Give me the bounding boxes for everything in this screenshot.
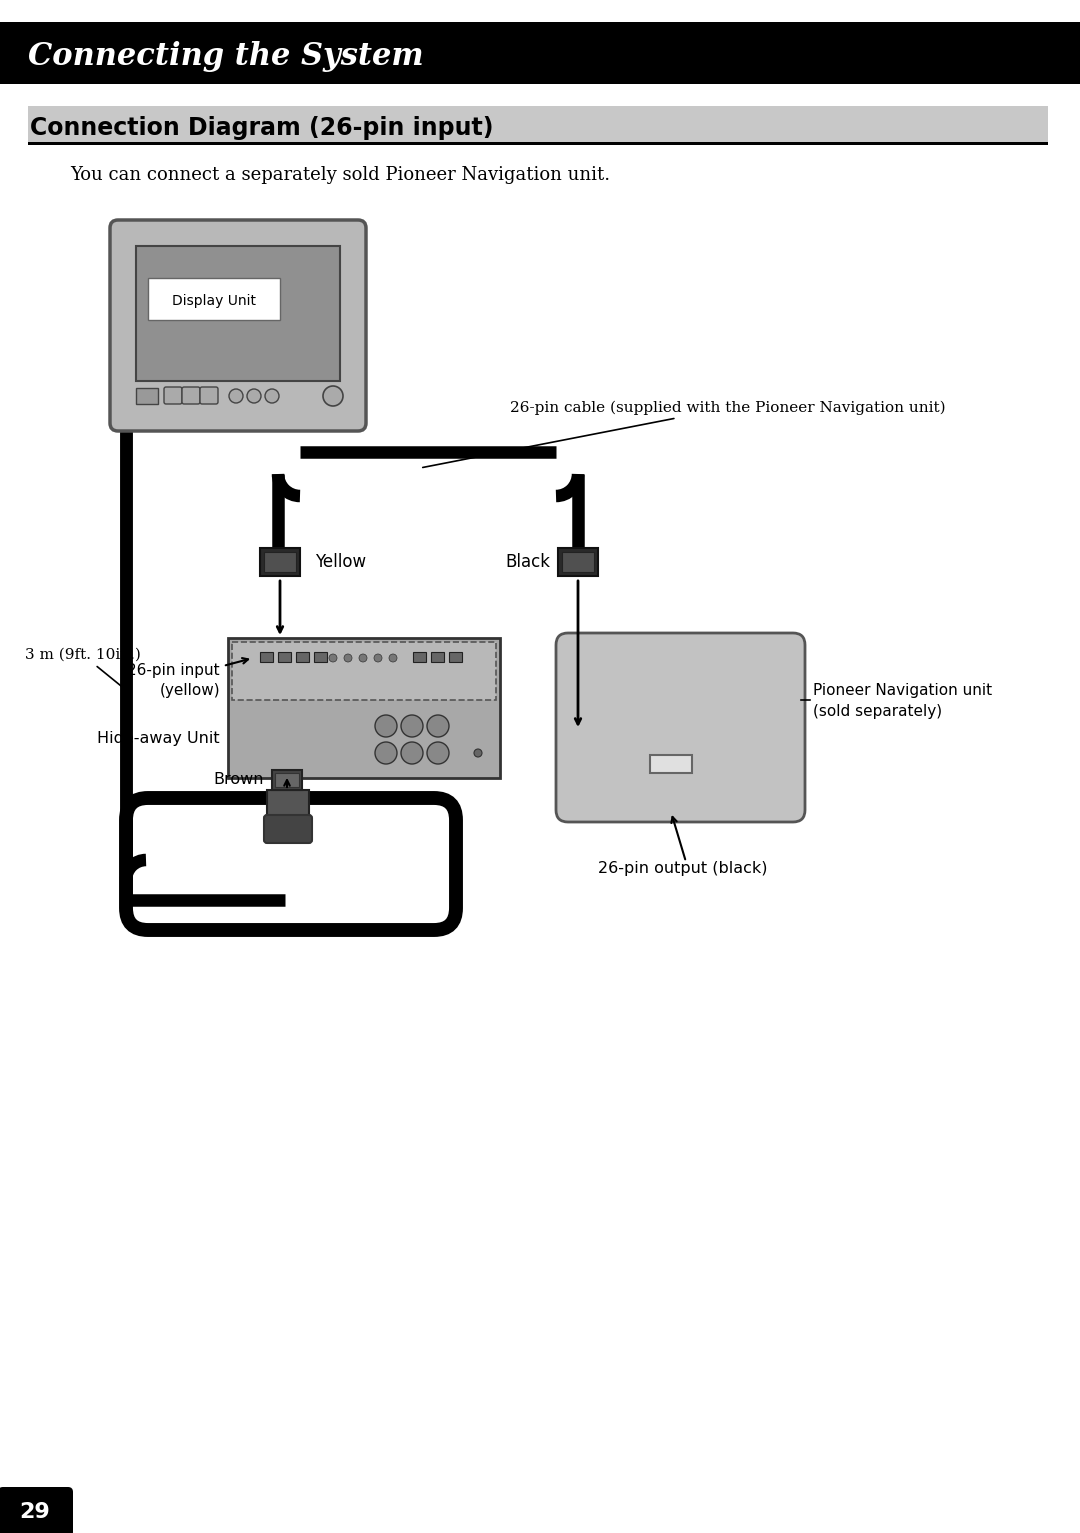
Circle shape — [401, 742, 423, 763]
Circle shape — [359, 655, 367, 662]
Circle shape — [427, 742, 449, 763]
Text: 29: 29 — [19, 1502, 51, 1522]
Text: 26-pin output (black): 26-pin output (black) — [598, 860, 768, 875]
Bar — [136, 245, 340, 382]
Text: 26-pin cable (supplied with the Pioneer Navigation unit): 26-pin cable (supplied with the Pioneer … — [422, 400, 946, 468]
Bar — [28, 143, 1048, 146]
FancyBboxPatch shape — [264, 816, 312, 843]
FancyBboxPatch shape — [200, 386, 218, 405]
Text: Yellow: Yellow — [315, 553, 366, 570]
Bar — [275, 773, 299, 786]
Bar — [272, 770, 302, 789]
Circle shape — [389, 655, 397, 662]
Text: Connecting the System: Connecting the System — [28, 41, 423, 72]
Text: Pioneer Navigation unit
(sold separately): Pioneer Navigation unit (sold separately… — [813, 684, 993, 719]
Text: Hide-away Unit: Hide-away Unit — [97, 731, 220, 745]
Circle shape — [229, 389, 243, 403]
Bar — [449, 652, 462, 662]
Circle shape — [401, 714, 423, 737]
Bar — [267, 789, 309, 822]
Text: 26-pin input
(yellow): 26-pin input (yellow) — [127, 662, 220, 698]
Circle shape — [427, 714, 449, 737]
Bar — [562, 552, 594, 572]
Bar — [296, 652, 309, 662]
Text: You can connect a separately sold Pioneer Navigation unit.: You can connect a separately sold Pionee… — [70, 166, 610, 184]
FancyBboxPatch shape — [126, 799, 456, 931]
Bar — [0, 21, 1080, 84]
Circle shape — [375, 714, 397, 737]
Circle shape — [323, 386, 343, 406]
Bar — [558, 547, 598, 576]
Bar — [413, 652, 426, 662]
Text: Brown: Brown — [214, 773, 264, 788]
Bar — [278, 652, 291, 662]
Circle shape — [265, 389, 279, 403]
FancyBboxPatch shape — [556, 633, 805, 822]
Circle shape — [374, 655, 382, 662]
FancyBboxPatch shape — [183, 386, 200, 405]
Text: Black: Black — [505, 553, 550, 570]
FancyBboxPatch shape — [0, 1487, 73, 1533]
FancyBboxPatch shape — [164, 386, 183, 405]
Bar — [264, 552, 296, 572]
Bar — [28, 106, 1048, 143]
Bar — [314, 652, 327, 662]
Text: 3 m (9ft. 10in.): 3 m (9ft. 10in.) — [25, 648, 140, 688]
Bar — [228, 638, 500, 779]
Bar — [136, 388, 158, 405]
Circle shape — [247, 389, 261, 403]
Circle shape — [329, 655, 337, 662]
FancyBboxPatch shape — [110, 221, 366, 431]
Bar — [260, 652, 273, 662]
FancyBboxPatch shape — [148, 277, 280, 320]
Text: Connection Diagram (26-pin input): Connection Diagram (26-pin input) — [30, 117, 494, 140]
Bar — [431, 652, 444, 662]
Circle shape — [474, 750, 482, 757]
Bar — [232, 642, 496, 701]
Circle shape — [375, 742, 397, 763]
Bar — [260, 547, 300, 576]
Bar — [650, 754, 692, 773]
Circle shape — [345, 655, 352, 662]
Text: Display Unit: Display Unit — [172, 294, 256, 308]
